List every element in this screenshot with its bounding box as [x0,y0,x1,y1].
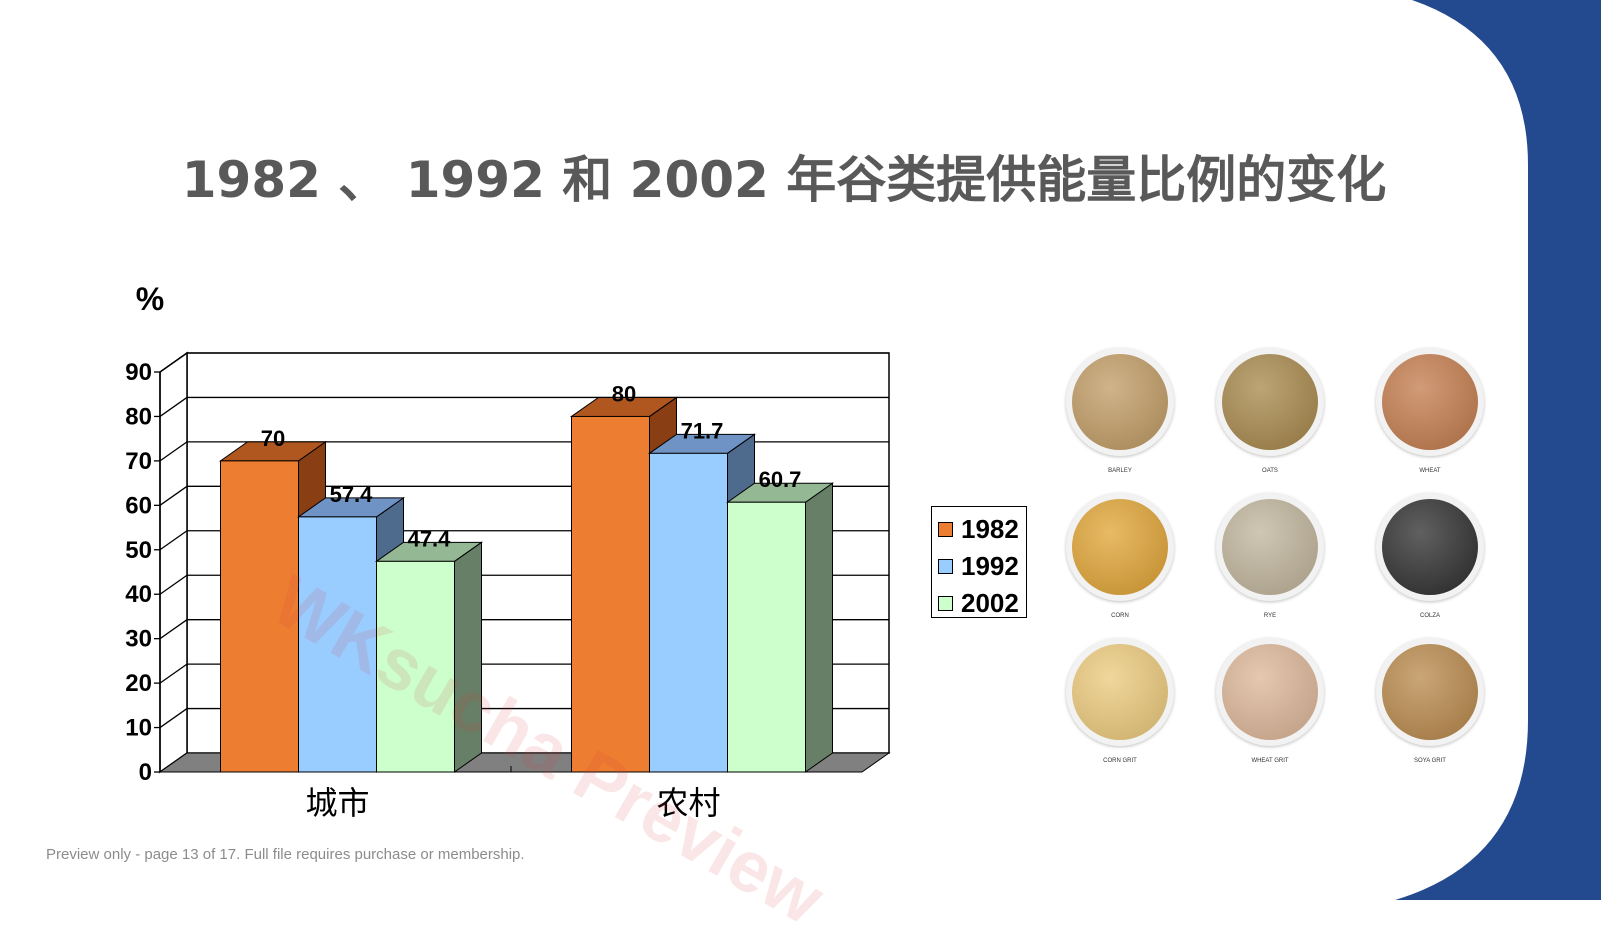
data-label: 60.7 [759,467,802,492]
grain-bowl-corn-grit: CORN GRIT [1060,638,1180,778]
bowl-image [1066,493,1174,601]
grain-fill [1382,354,1478,450]
y-tick-label: 30 [125,626,152,653]
legend-item-1982: 1982 [938,511,1026,548]
bar-side-face [454,541,482,773]
grain-bowl-wheat: WHEAT [1370,348,1490,488]
bar-front-face [571,415,650,773]
data-label: 57.4 [330,482,374,507]
bowl-image [1376,638,1484,746]
legend-label: 1982 [961,514,1019,544]
grain-fill [1222,499,1318,595]
grain-label: SOYA GRIT [1414,758,1446,764]
background-accent-shape [1395,0,1601,900]
grain-fill [1222,644,1318,740]
bowl-image [1216,493,1324,601]
bar-2002-1 [725,482,835,773]
grain-fill [1072,354,1168,450]
chart-axis: 0 10 20 30 40 50 60 70 80 90% 城市 农村 [125,281,720,822]
grain-image-grid: BARLEY OATS WHEAT CORN RYE COLZA CORN GRIT WHEA… [1060,348,1500,773]
data-label: 47.4 [408,526,452,551]
legend-item-2002: 2002 [938,585,1026,622]
bowl-image [1216,638,1324,746]
grain-bowl-wheat-grit: WHEAT GRIT [1210,638,1330,778]
chart-bars [218,396,835,773]
grain-fill [1222,354,1318,450]
y-tick-label: 0 [139,759,152,786]
bowl-image [1376,493,1484,601]
y-tick-label: 90 [125,359,152,386]
legend-label: 2002 [961,588,1019,618]
legend-item-1992: 1992 [938,548,1026,585]
grain-bowl-colza: COLZA [1370,493,1490,633]
chart-data-labels: 70 57.4 47.4 80 71.7 60.7 [261,381,802,551]
grain-label: CORN GRIT [1103,758,1137,764]
bar-front-face [649,452,728,773]
y-tick-label: 50 [125,537,152,564]
grain-fill [1382,644,1478,740]
y-tick-label: 20 [125,670,152,697]
slide-title: 1982 、 1992 和 2002 年谷类提供能量比例的变化 [181,151,1387,209]
bar-2002-0 [374,541,484,773]
data-label: 70 [261,426,285,451]
grain-label: OATS [1262,468,1278,474]
grain-label: CORN [1111,613,1129,619]
x-category-label: 城市 [305,784,369,822]
grain-fill [1382,499,1478,595]
bowl-image [1066,348,1174,456]
y-tick-label: 40 [125,581,152,608]
grain-bowl-corn: CORN [1060,493,1180,633]
chart-legend: 1982 1992 2002 [931,506,1027,618]
grain-label: COLZA [1419,613,1440,619]
data-label: 80 [612,381,636,406]
legend-swatch [938,596,953,611]
preview-footer-note: Preview only - page 13 of 17. Full file … [46,846,525,863]
legend-label: 1992 [961,551,1019,581]
bar-front-face [220,460,299,773]
grain-fill [1072,499,1168,595]
y-tick-label: 80 [125,403,152,430]
bar-front-face [727,501,806,773]
legend-swatch [938,522,953,537]
x-category-label: 农村 [656,784,720,822]
grain-label: BARLEY [1108,468,1132,474]
grain-label: WHEAT [1419,468,1441,474]
bar-chart: 70 57.4 47.4 80 71.7 60.7 0 10 20 30 40 50 60 70 80 90… [125,281,891,822]
grain-bowl-barley: BARLEY [1060,348,1180,488]
chart-side-wall [159,351,188,774]
legend-swatch [938,559,953,574]
y-tick-label: 10 [125,715,152,742]
grain-label: WHEAT GRIT [1251,758,1289,764]
data-label: 71.7 [681,418,724,443]
grain-bowl-soya-grit: SOYA GRIT [1370,638,1490,778]
bar-front-face [376,560,455,773]
bar-front-face [298,516,377,773]
grain-label: RYE [1263,613,1277,619]
bowl-image [1066,638,1174,746]
grain-bowl-rye: RYE [1210,493,1330,633]
bowl-image [1216,348,1324,456]
y-axis-title: % [136,281,164,317]
bar-side-face [805,482,833,773]
grain-fill [1072,644,1168,740]
gridline [159,352,889,373]
y-tick-label: 60 [125,492,152,519]
grain-bowl-oats: OATS [1210,348,1330,488]
y-tick-label: 70 [125,448,152,475]
bowl-image [1376,348,1484,456]
